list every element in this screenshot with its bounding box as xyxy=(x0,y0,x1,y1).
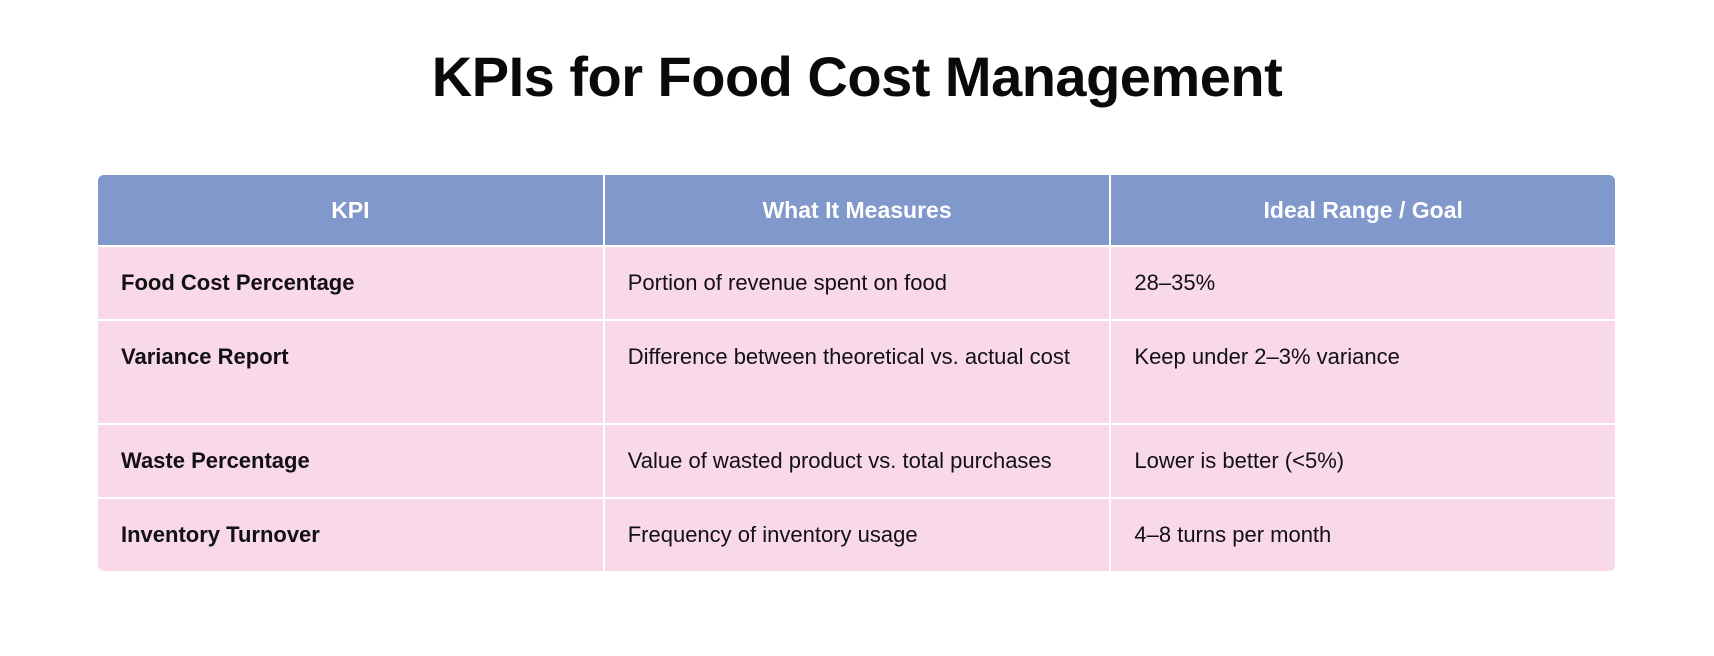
table-row: Waste Percentage Value of wasted product… xyxy=(98,425,1615,499)
kpi-table: KPI What It Measures Ideal Range / Goal … xyxy=(98,175,1615,571)
table-row: Inventory Turnover Frequency of inventor… xyxy=(98,499,1615,571)
table-row: Food Cost Percentage Portion of revenue … xyxy=(98,247,1615,321)
kpi-cell: Waste Percentage xyxy=(98,425,605,499)
header-ideal-range: Ideal Range / Goal xyxy=(1111,175,1615,247)
goal-cell: Keep under 2–3% variance xyxy=(1111,321,1615,425)
measures-cell: Portion of revenue spent on food xyxy=(604,247,1112,321)
page-title: KPIs for Food Cost Management xyxy=(431,45,1283,108)
table-row: Variance Report Difference between theor… xyxy=(98,321,1615,425)
goal-cell: 28–35% xyxy=(1111,247,1615,321)
measures-cell: Difference between theoretical vs. actua… xyxy=(604,321,1112,425)
table-header-row: KPI What It Measures Ideal Range / Goal xyxy=(98,175,1615,247)
header-what-it-measures: What It Measures xyxy=(604,175,1112,247)
header-kpi: KPI xyxy=(98,175,605,247)
kpi-cell: Inventory Turnover xyxy=(98,499,605,571)
measures-cell: Value of wasted product vs. total purcha… xyxy=(604,425,1112,499)
goal-cell: Lower is better (<5%) xyxy=(1111,425,1615,499)
kpi-cell: Food Cost Percentage xyxy=(98,247,605,321)
measures-cell: Frequency of inventory usage xyxy=(604,499,1112,571)
goal-cell: 4–8 turns per month xyxy=(1111,499,1615,571)
kpi-cell: Variance Report xyxy=(98,321,605,425)
